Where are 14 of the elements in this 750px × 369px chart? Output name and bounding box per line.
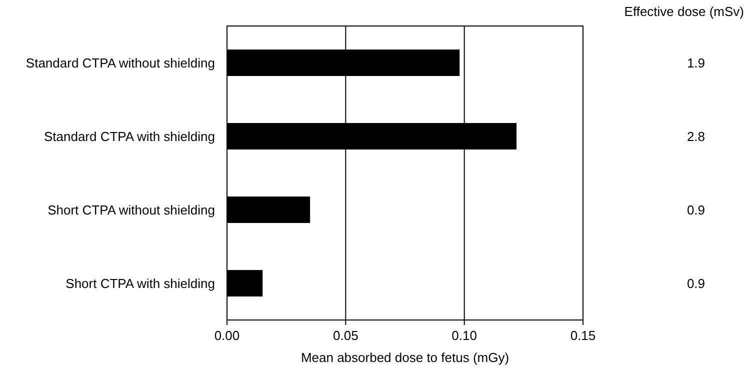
x-tick-label: 0.00: [214, 328, 240, 343]
text: Effective dose (mSv): [624, 4, 744, 19]
x-axis-title: Mean absorbed dose to fetus (mGy): [300, 350, 510, 365]
text: 0.9: [686, 276, 706, 291]
y-tick-label: Standard CTPA with shielding: [44, 128, 215, 144]
x-tick-label: 0.10: [452, 328, 477, 343]
text: 2.8: [686, 128, 706, 144]
text: 1.9: [686, 55, 706, 70]
text: 0.9: [686, 202, 706, 218]
x-tick-label: 0.05: [333, 328, 358, 343]
y-tick-label: Short CTPA with shielding: [66, 276, 215, 291]
y-tick-label: Short CTPA without shielding: [48, 202, 215, 218]
x-tick-label: 0.15: [570, 328, 596, 343]
y-tick-label: Standard CTPA without shielding: [26, 55, 215, 70]
